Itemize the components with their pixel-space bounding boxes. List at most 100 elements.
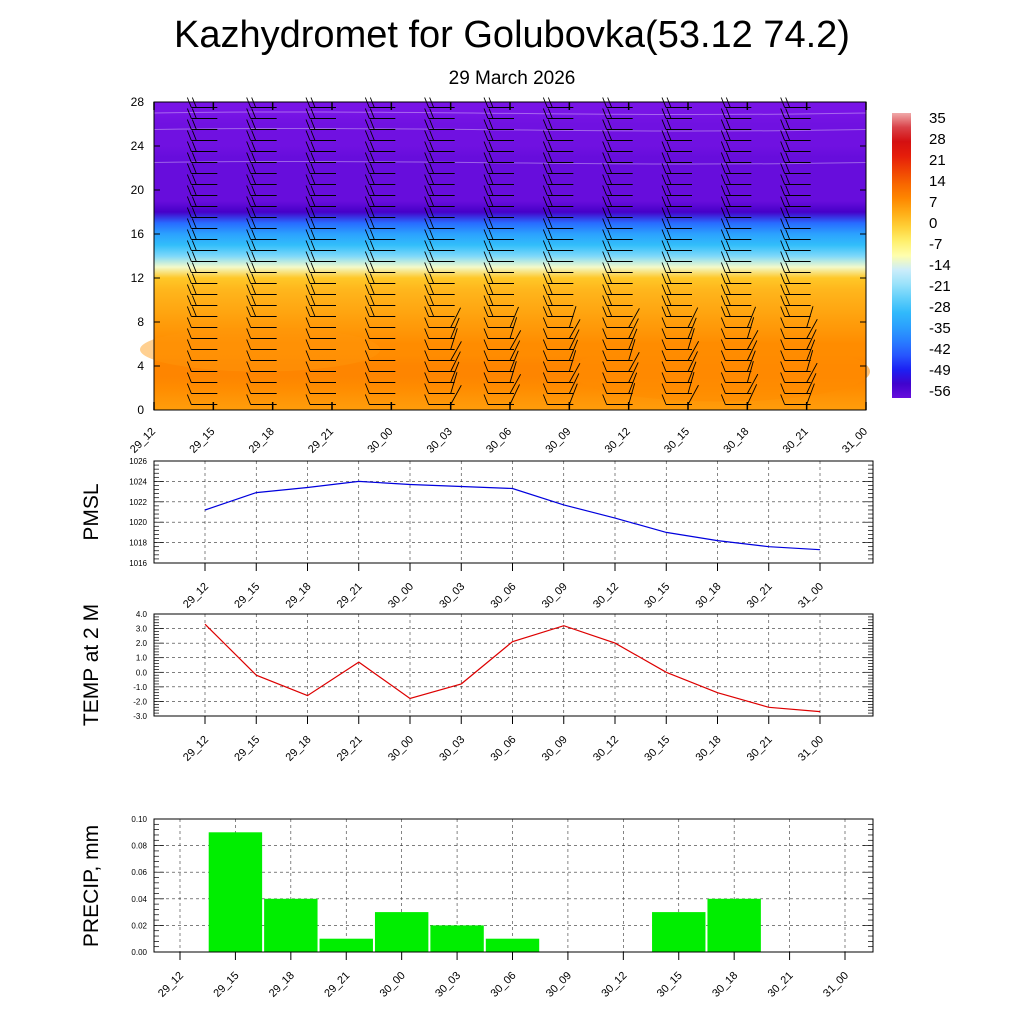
wind-barb-feather [542, 229, 548, 240]
wind-barb-feather [542, 350, 548, 361]
wind-barb [780, 196, 811, 207]
wind-barb [780, 284, 811, 295]
wind-barb-feather [483, 130, 489, 141]
wind-barb-feather [369, 130, 375, 141]
wind-barb [246, 141, 277, 152]
wind-barb [364, 218, 396, 229]
precip-x-tick-label: 29_18 [267, 970, 297, 1000]
wind-barb-shaft [806, 383, 815, 405]
wind-barb [602, 262, 633, 273]
wind-barb [246, 240, 277, 251]
wind-barb-feather [424, 218, 430, 229]
wind-barb-feather [305, 350, 311, 361]
wind-barb-feather [602, 339, 608, 350]
wind-barb [483, 240, 514, 251]
precip-y-tick-label: 0.02 [131, 921, 147, 930]
wind-barb-feather [666, 152, 672, 163]
wind-barb-feather [542, 152, 548, 163]
wind-barb [305, 141, 336, 152]
wind-barb-feather [547, 152, 553, 163]
wind-barb-shaft [450, 307, 462, 328]
wind-barb [364, 295, 396, 306]
wind-barb [246, 251, 277, 262]
wind-barb-feather [186, 229, 192, 240]
wind-barb-feather [305, 207, 311, 218]
precip-x-tick-label: 30_18 [710, 970, 740, 1000]
wind-barb [661, 361, 697, 383]
precip-bar [264, 898, 318, 952]
wind-barb-feather [542, 207, 548, 218]
temp2m-axis-title: TEMP at 2 M [80, 604, 103, 726]
wind-barb-feather [785, 196, 791, 207]
wind-barb [661, 207, 692, 218]
wind-barb [305, 207, 336, 218]
wind-barb [720, 119, 752, 130]
wind-barb [720, 373, 759, 394]
section-y-tick-label: 8 [137, 315, 144, 329]
wind-barb [186, 273, 218, 284]
wind-barb [186, 163, 218, 174]
wind-barb-feather [429, 119, 435, 130]
wind-barb-feather [666, 119, 672, 130]
wind-barb [483, 174, 514, 185]
wind-barb [661, 163, 692, 174]
wind-barb [720, 196, 752, 207]
colorbar-label: -7 [929, 236, 942, 253]
wind-barb-feather [785, 119, 791, 130]
wind-barb-feather [602, 207, 608, 218]
wind-barb-feather [364, 141, 370, 152]
wind-barb [602, 119, 633, 130]
wind-barb [661, 229, 692, 240]
wind-barb-feather [780, 383, 786, 394]
wind-barb-feather [429, 207, 435, 218]
wind-barb-feather [251, 251, 257, 262]
precip-bar [485, 938, 540, 952]
wind-barb-feather [720, 262, 726, 273]
wind-barb [483, 185, 514, 196]
colorbar: 35 28 21 14 7 0 -7 -14 -21 -28 -35 -42 -49 -56 [892, 110, 951, 400]
wind-barb-feather [305, 174, 311, 185]
wind-barb [305, 328, 336, 339]
wind-barb-feather [666, 196, 672, 207]
temp2m-y-tick-label: 0.0 [136, 668, 148, 677]
wind-barb-feather [246, 251, 252, 262]
wind-barb-feather [364, 119, 370, 130]
wind-barb [720, 240, 752, 251]
wind-barb-shaft [568, 339, 579, 361]
wind-barb-feather [246, 262, 252, 273]
wind-barb [780, 240, 811, 251]
wind-barb-feather [720, 339, 726, 350]
wind-barb-feather [305, 328, 311, 339]
wind-barb-feather [542, 119, 548, 130]
wind-barb-shaft [687, 361, 697, 383]
wind-barb [305, 295, 336, 306]
wind-barb-feather [666, 262, 672, 273]
wind-barb [780, 130, 811, 141]
wind-barb [305, 130, 336, 141]
temp2m-x-tick-label: 30_21 [745, 734, 775, 764]
wind-barb [424, 108, 455, 119]
wind-barb [364, 152, 396, 163]
precip-bar [319, 938, 373, 952]
wind-barb-feather [547, 240, 553, 251]
wind-barb [780, 152, 811, 163]
wind-barb-feather [191, 163, 197, 174]
section-y-tick-label: 24 [131, 139, 145, 153]
wind-barb-feather [666, 306, 672, 317]
wind-barb-shaft [806, 319, 818, 339]
precip-panel: 0.00 0.02 0.04 0.06 0.08 0.10 29_12 29_15 29_18 2… [80, 815, 874, 1000]
wind-barb-feather [661, 196, 667, 207]
wind-barb-feather [661, 339, 667, 350]
wind-barb-feather [602, 262, 608, 273]
wind-barb-feather [666, 174, 672, 185]
wind-barb [661, 295, 692, 306]
wind-barb-shaft [450, 351, 461, 372]
wind-barb-feather [483, 163, 489, 174]
wind-barb-feather [547, 218, 553, 229]
wind-barb-feather [720, 383, 726, 394]
wind-barb [780, 273, 811, 284]
wind-barb-feather [542, 394, 548, 405]
temp2m-x-tick-label: 30_06 [489, 734, 519, 764]
wind-barb-feather [488, 262, 494, 273]
wind-barb-feather [780, 207, 786, 218]
